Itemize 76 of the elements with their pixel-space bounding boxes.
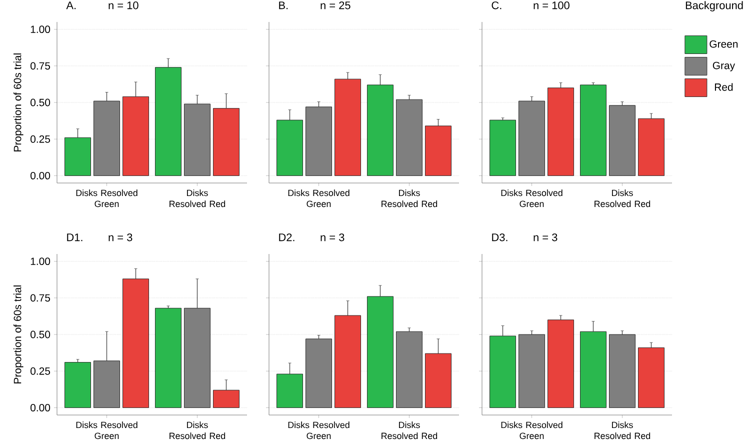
x-tick-label: Disks Resolved Green bbox=[288, 422, 350, 440]
bar bbox=[276, 120, 304, 176]
chart-subtitle: n = 3 bbox=[320, 233, 344, 242]
y-tick-label: 1.00 bbox=[30, 258, 50, 266]
bar bbox=[490, 120, 516, 176]
bar bbox=[518, 334, 546, 408]
chart-title: A. bbox=[66, 2, 76, 10]
chart-subtitle: n = 3 bbox=[534, 233, 558, 242]
bar bbox=[64, 362, 92, 408]
chart-title: C. bbox=[492, 1, 502, 10]
x-tick-label: Disks Resolved Red bbox=[170, 190, 226, 208]
bar bbox=[608, 105, 636, 176]
y-tick-label: 0.25 bbox=[30, 135, 50, 143]
bar bbox=[608, 334, 636, 408]
x-tick-label: Disks Resolved Green bbox=[288, 190, 350, 208]
bar bbox=[276, 374, 304, 408]
chart-title: D1. bbox=[67, 234, 82, 242]
bar bbox=[154, 67, 182, 176]
legend-label: Gray bbox=[712, 62, 736, 72]
x-tick-label: Disks Resolved Red bbox=[382, 422, 438, 440]
chart-title: D2. bbox=[279, 233, 294, 242]
bar bbox=[396, 99, 422, 176]
bar bbox=[548, 88, 574, 176]
y-tick-label: 0.00 bbox=[30, 404, 50, 412]
y-tick-label: 0.75 bbox=[30, 294, 50, 302]
x-tick-label: Disks Resolved Green bbox=[501, 190, 562, 208]
bar bbox=[122, 96, 150, 176]
x-tick-label: Disks Resolved Red bbox=[594, 190, 650, 208]
bar bbox=[306, 338, 332, 408]
y-axis-title: Proportion of 60s trial bbox=[14, 286, 24, 384]
chart-title: D3. bbox=[492, 233, 508, 242]
chart-subtitle: n = 100 bbox=[534, 1, 570, 10]
bar bbox=[306, 106, 332, 176]
legend-title: Background bbox=[686, 1, 743, 12]
bar bbox=[122, 278, 150, 408]
bar bbox=[490, 336, 516, 408]
bar bbox=[366, 84, 394, 176]
chart-subtitle: n = 10 bbox=[108, 1, 138, 10]
bar bbox=[424, 126, 452, 176]
bar bbox=[424, 353, 452, 408]
y-tick-label: 0.50 bbox=[30, 98, 50, 106]
x-tick-label: Disks Resolved Green bbox=[76, 190, 138, 208]
chart-subtitle: n = 3 bbox=[108, 233, 132, 242]
bar bbox=[64, 137, 92, 176]
bar bbox=[580, 331, 606, 408]
x-tick-label: Disks Resolved Red bbox=[170, 422, 226, 440]
bar bbox=[184, 104, 210, 176]
bar bbox=[94, 360, 120, 408]
bar bbox=[396, 331, 422, 408]
bar bbox=[334, 78, 362, 176]
bar bbox=[548, 320, 574, 408]
legend-label: Red bbox=[714, 83, 733, 91]
y-tick-label: 0.75 bbox=[30, 62, 50, 70]
bar bbox=[154, 308, 182, 408]
y-axis-title: Proportion of 60s trial bbox=[14, 54, 24, 152]
bar bbox=[212, 108, 240, 176]
x-tick-label: Disks Resolved Red bbox=[594, 422, 650, 440]
bar bbox=[334, 315, 362, 408]
y-tick-label: 1.00 bbox=[30, 26, 50, 34]
chart-title: B. bbox=[279, 2, 288, 10]
y-tick-label: 0.00 bbox=[30, 172, 50, 180]
bar bbox=[638, 347, 664, 408]
chart-subtitle: n = 25 bbox=[320, 1, 350, 10]
bar bbox=[638, 118, 664, 176]
bar bbox=[366, 296, 394, 408]
x-tick-label: Disks Resolved Green bbox=[76, 422, 138, 440]
bar bbox=[518, 100, 546, 176]
x-tick-label: Disks Resolved Green bbox=[501, 422, 562, 440]
x-tick-label: Disks Resolved Red bbox=[382, 190, 438, 208]
bar bbox=[212, 390, 240, 408]
y-tick-label: 0.50 bbox=[30, 330, 50, 338]
bar bbox=[94, 100, 120, 176]
legend-label: Green bbox=[710, 40, 738, 48]
y-tick-label: 0.25 bbox=[30, 367, 50, 375]
bar bbox=[184, 308, 210, 408]
bar bbox=[580, 84, 606, 176]
